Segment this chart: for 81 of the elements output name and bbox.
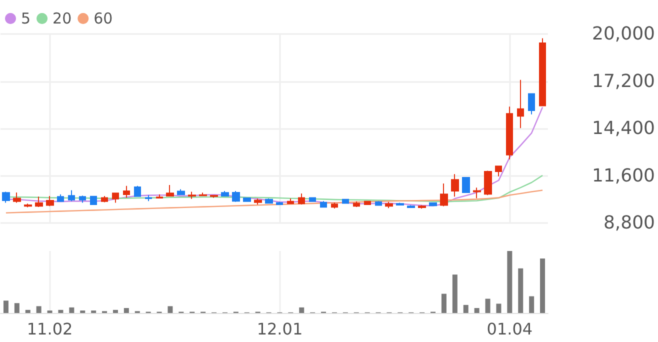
x-tick-label: 12.01 <box>256 320 303 338</box>
bar <box>14 303 20 313</box>
candlestick <box>539 38 546 106</box>
candlestick <box>68 190 75 202</box>
y-tick-label: 20,000 <box>592 24 655 44</box>
bar <box>58 310 64 313</box>
candlestick <box>385 201 393 209</box>
candlestick <box>210 194 218 198</box>
candlestick <box>495 166 502 177</box>
bar <box>124 308 129 313</box>
bar <box>485 298 490 313</box>
candlestick <box>24 203 32 208</box>
bar <box>529 296 534 313</box>
candlestick <box>287 198 294 204</box>
y-tick-label: 8,800 <box>603 212 655 234</box>
bar <box>441 294 446 313</box>
candlestick <box>123 185 130 198</box>
candlestick <box>342 198 349 204</box>
bar <box>36 306 42 313</box>
bar <box>69 307 74 313</box>
legend-label: 60 <box>94 10 113 28</box>
candlestick <box>134 185 141 198</box>
y-tick-label: 14,400 <box>592 118 655 139</box>
candlestick <box>451 174 459 198</box>
candlestick <box>2 191 10 204</box>
candlestick <box>375 200 382 206</box>
y-tick-label: 17,200 <box>592 70 655 92</box>
bar <box>112 310 118 313</box>
bar <box>452 274 458 313</box>
candlestick <box>484 170 492 196</box>
legend-label: 5 <box>21 10 31 28</box>
candlestick <box>177 188 185 196</box>
candlestick <box>396 202 404 206</box>
bar <box>299 307 304 313</box>
candlestick <box>79 195 86 204</box>
candlestick <box>90 196 97 206</box>
bar <box>474 308 480 313</box>
candlestick <box>232 190 240 202</box>
candlestick <box>320 200 327 208</box>
candlestick <box>506 106 513 160</box>
legend-label: 20 <box>52 10 72 28</box>
candlestick <box>462 176 470 193</box>
candlestick <box>221 190 229 196</box>
x-tick-label: 11.02 <box>26 320 73 338</box>
candlestick <box>188 191 196 200</box>
candlestick <box>276 201 283 205</box>
candlestick <box>429 202 437 207</box>
candlestick <box>407 204 415 208</box>
candlestick <box>243 197 251 202</box>
candlestick <box>528 93 535 115</box>
bar <box>496 304 502 313</box>
candlestick <box>254 198 262 205</box>
candlestick <box>418 204 426 210</box>
x-tick-label: 01.04 <box>486 320 533 338</box>
candlestick <box>473 187 481 199</box>
bar <box>518 268 524 313</box>
candlestick <box>517 79 524 129</box>
candlestick <box>101 196 108 203</box>
candlestick <box>331 202 338 209</box>
candlestick <box>353 200 360 208</box>
bar <box>463 304 468 313</box>
line-series <box>5 190 544 214</box>
candlestick <box>112 192 119 204</box>
candlestick <box>309 197 316 202</box>
candlestick <box>35 196 43 208</box>
bar <box>3 300 8 313</box>
candlestick <box>265 198 273 204</box>
bar <box>540 258 546 313</box>
candlestick <box>57 194 64 202</box>
candlestick <box>440 183 448 207</box>
candlestick <box>156 194 163 200</box>
candlestick <box>166 184 174 196</box>
bar <box>25 310 30 313</box>
candlestick <box>298 192 305 205</box>
candlestick <box>199 192 207 196</box>
y-tick-label: 11,600 <box>592 165 655 186</box>
candlestick <box>145 194 152 202</box>
candlestick <box>364 200 371 205</box>
bar <box>168 306 173 313</box>
candlestick <box>46 196 54 207</box>
candlestick <box>13 192 21 204</box>
